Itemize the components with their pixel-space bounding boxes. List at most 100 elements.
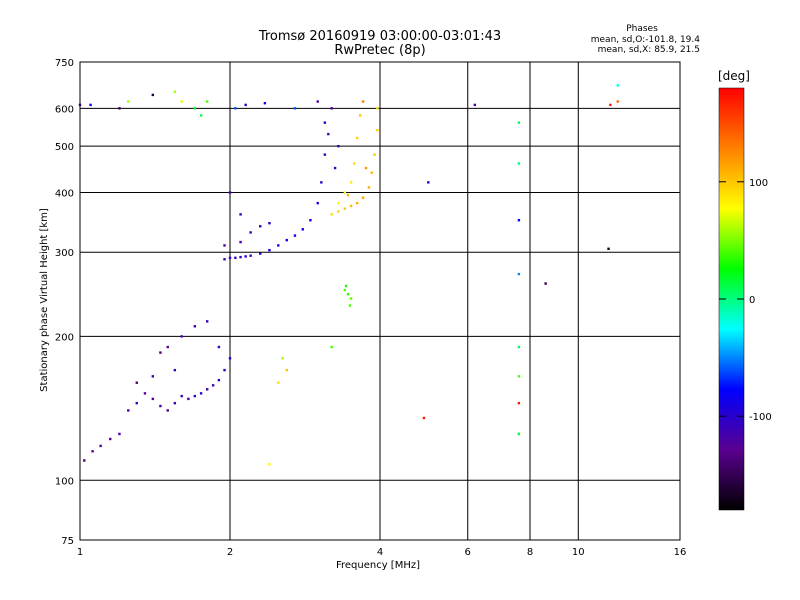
y-tick-label: 750 <box>55 58 74 69</box>
colorbar-ticks: 100 0 -100 <box>719 178 772 423</box>
data-point <box>349 204 353 208</box>
data-point <box>517 121 521 124</box>
data-point <box>263 101 267 105</box>
data-point <box>337 210 340 213</box>
data-point <box>327 132 330 136</box>
data-point <box>361 100 365 103</box>
data-point <box>173 90 177 93</box>
data-point <box>151 93 155 97</box>
x-tick-label: 8 <box>527 547 533 558</box>
data-point <box>249 254 252 257</box>
data-point <box>355 201 359 205</box>
data-point <box>361 196 365 199</box>
data-point <box>268 222 271 225</box>
data-point <box>166 409 169 412</box>
data-point <box>358 114 362 117</box>
x-axis-ticks: 1 2 4 6 8 10 16 <box>77 547 687 558</box>
data-point <box>159 404 162 408</box>
x-tick-label: 1 <box>77 547 83 558</box>
data-point <box>355 136 359 140</box>
grid-lines <box>80 62 680 540</box>
data-point <box>166 345 169 349</box>
y-tick-label: 300 <box>55 248 74 259</box>
data-point <box>151 397 155 401</box>
data-point <box>199 114 203 117</box>
y-axis-ticks: 75 100 200 300 400 500 600 750 <box>55 58 74 547</box>
data-point <box>607 247 610 250</box>
data-point <box>268 463 271 466</box>
chart-subtitle: RwPretec (8p) <box>334 43 425 58</box>
phases-x-stats: mean, sd,X: 85.9, 21.5 <box>598 45 700 55</box>
phases-o-stats: mean, sd,O:-101.8, 19.4 <box>591 35 701 45</box>
data-point <box>427 181 430 184</box>
data-point <box>83 459 86 462</box>
data-point <box>173 401 177 405</box>
data-point <box>346 193 350 197</box>
data-point <box>323 121 327 124</box>
data-point <box>337 144 340 148</box>
data-point <box>330 107 333 110</box>
colorbar-tick-label: 100 <box>749 178 768 189</box>
data-point <box>364 166 368 170</box>
plot-frame <box>79 61 681 541</box>
data-point <box>223 244 226 247</box>
y-tick-label: 400 <box>55 188 74 199</box>
data-point <box>616 100 619 103</box>
data-point <box>89 103 92 107</box>
data-point <box>239 213 242 216</box>
colorbar-tick-label: 0 <box>749 295 755 306</box>
data-point <box>239 240 242 244</box>
data-point <box>349 181 353 184</box>
data-point <box>277 244 280 247</box>
data-point <box>616 84 619 87</box>
data-point <box>228 357 232 360</box>
data-point <box>109 437 112 441</box>
data-point <box>268 248 271 252</box>
data-point <box>228 256 232 260</box>
data-point <box>135 401 138 405</box>
data-point <box>422 416 426 420</box>
data-point <box>309 219 312 222</box>
data-points <box>78 84 619 466</box>
data-point <box>173 368 177 372</box>
data-point <box>180 335 183 338</box>
data-point <box>159 351 162 354</box>
data-point <box>370 171 373 174</box>
data-point <box>239 255 242 259</box>
data-point <box>293 234 297 237</box>
data-point <box>301 228 305 231</box>
data-point <box>135 381 138 384</box>
x-axis-label: Frequency [MHz] <box>336 560 420 571</box>
data-point <box>285 238 288 242</box>
data-point <box>118 107 121 110</box>
chart-title: Tromsø 20160919 03:00:00-03:01:43 <box>258 29 501 44</box>
data-point <box>211 384 215 387</box>
data-point <box>223 368 226 372</box>
data-point <box>320 181 323 184</box>
data-point <box>349 297 353 300</box>
data-point <box>193 107 197 110</box>
y-tick-label: 100 <box>55 476 74 487</box>
data-point <box>316 100 319 103</box>
data-point <box>333 166 337 170</box>
data-point <box>187 397 190 401</box>
data-point <box>259 252 262 255</box>
data-point <box>344 284 348 288</box>
data-point <box>343 207 347 210</box>
data-point <box>343 288 347 292</box>
data-point <box>348 304 352 307</box>
data-point <box>343 191 347 194</box>
data-point <box>517 162 521 165</box>
x-tick-label: 2 <box>227 547 233 558</box>
data-point <box>293 107 297 110</box>
data-point <box>346 293 350 296</box>
colorbar-tick-label: -100 <box>749 412 772 423</box>
data-point <box>376 107 379 110</box>
y-tick-label: 500 <box>55 142 74 153</box>
data-point <box>316 201 319 205</box>
data-point <box>330 345 333 349</box>
data-point <box>323 153 327 156</box>
data-point <box>244 255 247 258</box>
data-point <box>244 103 247 107</box>
data-point <box>473 103 477 107</box>
